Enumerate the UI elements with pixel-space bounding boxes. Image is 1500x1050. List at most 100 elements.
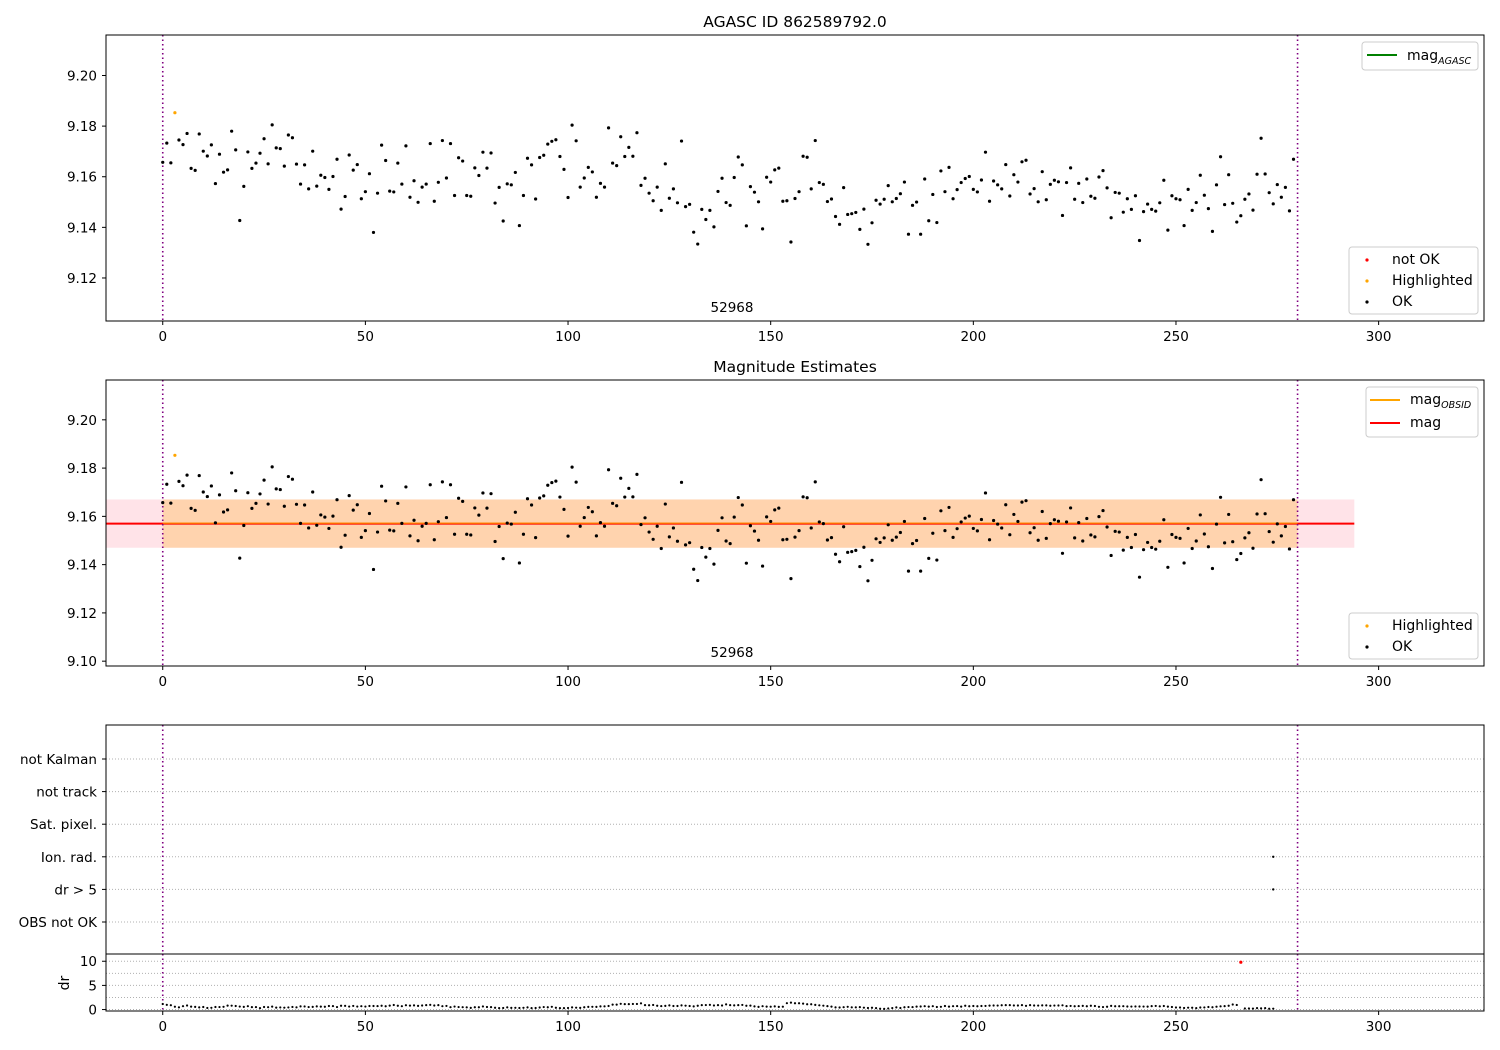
dr-point bbox=[554, 1006, 557, 1009]
legend-ok: OK bbox=[1392, 294, 1413, 310]
dr-point bbox=[607, 1004, 610, 1008]
panel2-point bbox=[473, 506, 477, 510]
dr-point bbox=[1033, 1004, 1036, 1007]
panel1-point bbox=[1251, 208, 1255, 212]
panel2-point bbox=[939, 509, 943, 513]
panel1-point bbox=[732, 175, 736, 180]
panel2-point bbox=[408, 534, 412, 538]
panel2-point bbox=[521, 532, 526, 536]
dr-point bbox=[923, 1005, 926, 1008]
panel2-point bbox=[396, 501, 400, 505]
panel2-point bbox=[1243, 536, 1247, 540]
panel1-point bbox=[813, 138, 817, 143]
panel2-point bbox=[193, 508, 197, 512]
panel1-point bbox=[1048, 182, 1052, 186]
panel1-point bbox=[785, 199, 789, 203]
dr-point bbox=[656, 1004, 659, 1007]
panel1-xtick-label: 200 bbox=[960, 329, 986, 345]
dr-point bbox=[234, 1004, 237, 1008]
panel1-point bbox=[619, 135, 623, 139]
panel1-point bbox=[375, 191, 380, 195]
panel2-point bbox=[898, 530, 902, 535]
panel2-point bbox=[931, 531, 935, 535]
panel2-point bbox=[177, 479, 181, 483]
dr-point bbox=[173, 1005, 176, 1008]
panel1-point bbox=[461, 159, 465, 163]
panel1-point bbox=[1000, 187, 1004, 191]
panel1-point bbox=[927, 219, 931, 223]
panel1-point bbox=[837, 222, 842, 226]
panel1-point bbox=[708, 208, 712, 212]
panel1-point bbox=[858, 227, 862, 231]
panel2-point bbox=[294, 502, 299, 506]
panel2-point bbox=[550, 480, 554, 485]
panel2-point bbox=[1174, 535, 1178, 539]
panel1-point bbox=[667, 196, 671, 200]
panel1-point bbox=[558, 154, 562, 159]
dr-point bbox=[700, 1004, 703, 1007]
panel1-point bbox=[213, 181, 218, 186]
dr-point bbox=[230, 1004, 233, 1007]
panel2-axes-frame bbox=[105, 379, 1485, 667]
panel2-point bbox=[619, 476, 623, 480]
panel2-point bbox=[165, 482, 169, 486]
panel2-point bbox=[700, 545, 704, 550]
panel2-point bbox=[1267, 529, 1271, 534]
panel1-point bbox=[566, 195, 570, 200]
panel1-point bbox=[452, 193, 457, 198]
dr-point bbox=[988, 1004, 991, 1007]
panel1-point bbox=[1198, 173, 1202, 177]
dr-point bbox=[984, 1004, 987, 1008]
dr-point bbox=[275, 1006, 278, 1009]
panel1-point bbox=[902, 180, 907, 184]
dr-point bbox=[570, 1006, 574, 1009]
panel1-point bbox=[1231, 201, 1235, 205]
panel1-point bbox=[169, 161, 173, 165]
panel2-point bbox=[712, 562, 716, 566]
dr-point bbox=[883, 1007, 886, 1010]
panel2-point bbox=[862, 545, 866, 549]
panel2-point bbox=[574, 480, 578, 484]
dr-point bbox=[1251, 1007, 1255, 1010]
dr-point bbox=[931, 1005, 934, 1008]
dr-point bbox=[737, 1004, 740, 1007]
dr-point bbox=[1211, 1006, 1214, 1009]
panel2-xtick-label: 250 bbox=[1163, 674, 1189, 690]
dr-point bbox=[218, 1005, 221, 1009]
panel1-point bbox=[586, 165, 590, 169]
panel2-xtick-label: 100 bbox=[555, 674, 581, 690]
panel1-point bbox=[302, 163, 307, 167]
panel2-point bbox=[181, 484, 185, 488]
dr-point bbox=[1012, 1004, 1015, 1007]
panel1-point bbox=[1218, 155, 1223, 159]
panel2-point bbox=[1279, 534, 1283, 538]
panel2-xtick-label: 150 bbox=[758, 674, 784, 690]
dr-point bbox=[372, 1004, 375, 1008]
panel1-point bbox=[756, 200, 761, 204]
dr-point bbox=[453, 1005, 456, 1008]
panel2-point bbox=[246, 491, 250, 495]
panel2-point bbox=[1000, 526, 1004, 530]
panel1-point bbox=[789, 240, 793, 244]
dr-point bbox=[1097, 1005, 1101, 1008]
dr-point bbox=[396, 1004, 399, 1007]
panel2-point bbox=[611, 501, 615, 505]
dr-point bbox=[295, 1006, 298, 1009]
panel2-point bbox=[659, 546, 663, 551]
panel2-point bbox=[797, 529, 801, 533]
panel2-point bbox=[404, 485, 408, 489]
panel1-point bbox=[181, 142, 185, 147]
panel1-point bbox=[359, 197, 363, 201]
panel2-point bbox=[594, 534, 599, 538]
dr-point bbox=[1215, 1005, 1218, 1008]
panel1-point bbox=[570, 123, 574, 127]
panel1-point bbox=[270, 123, 274, 127]
dr-point bbox=[951, 1005, 955, 1008]
panel1-point bbox=[440, 138, 444, 143]
panel1-point bbox=[651, 199, 655, 203]
dr-point bbox=[972, 1004, 975, 1008]
panel1-point bbox=[1105, 186, 1109, 190]
panel1-point bbox=[1214, 183, 1219, 187]
panel1-point bbox=[331, 174, 335, 179]
panel2-point bbox=[890, 538, 894, 542]
